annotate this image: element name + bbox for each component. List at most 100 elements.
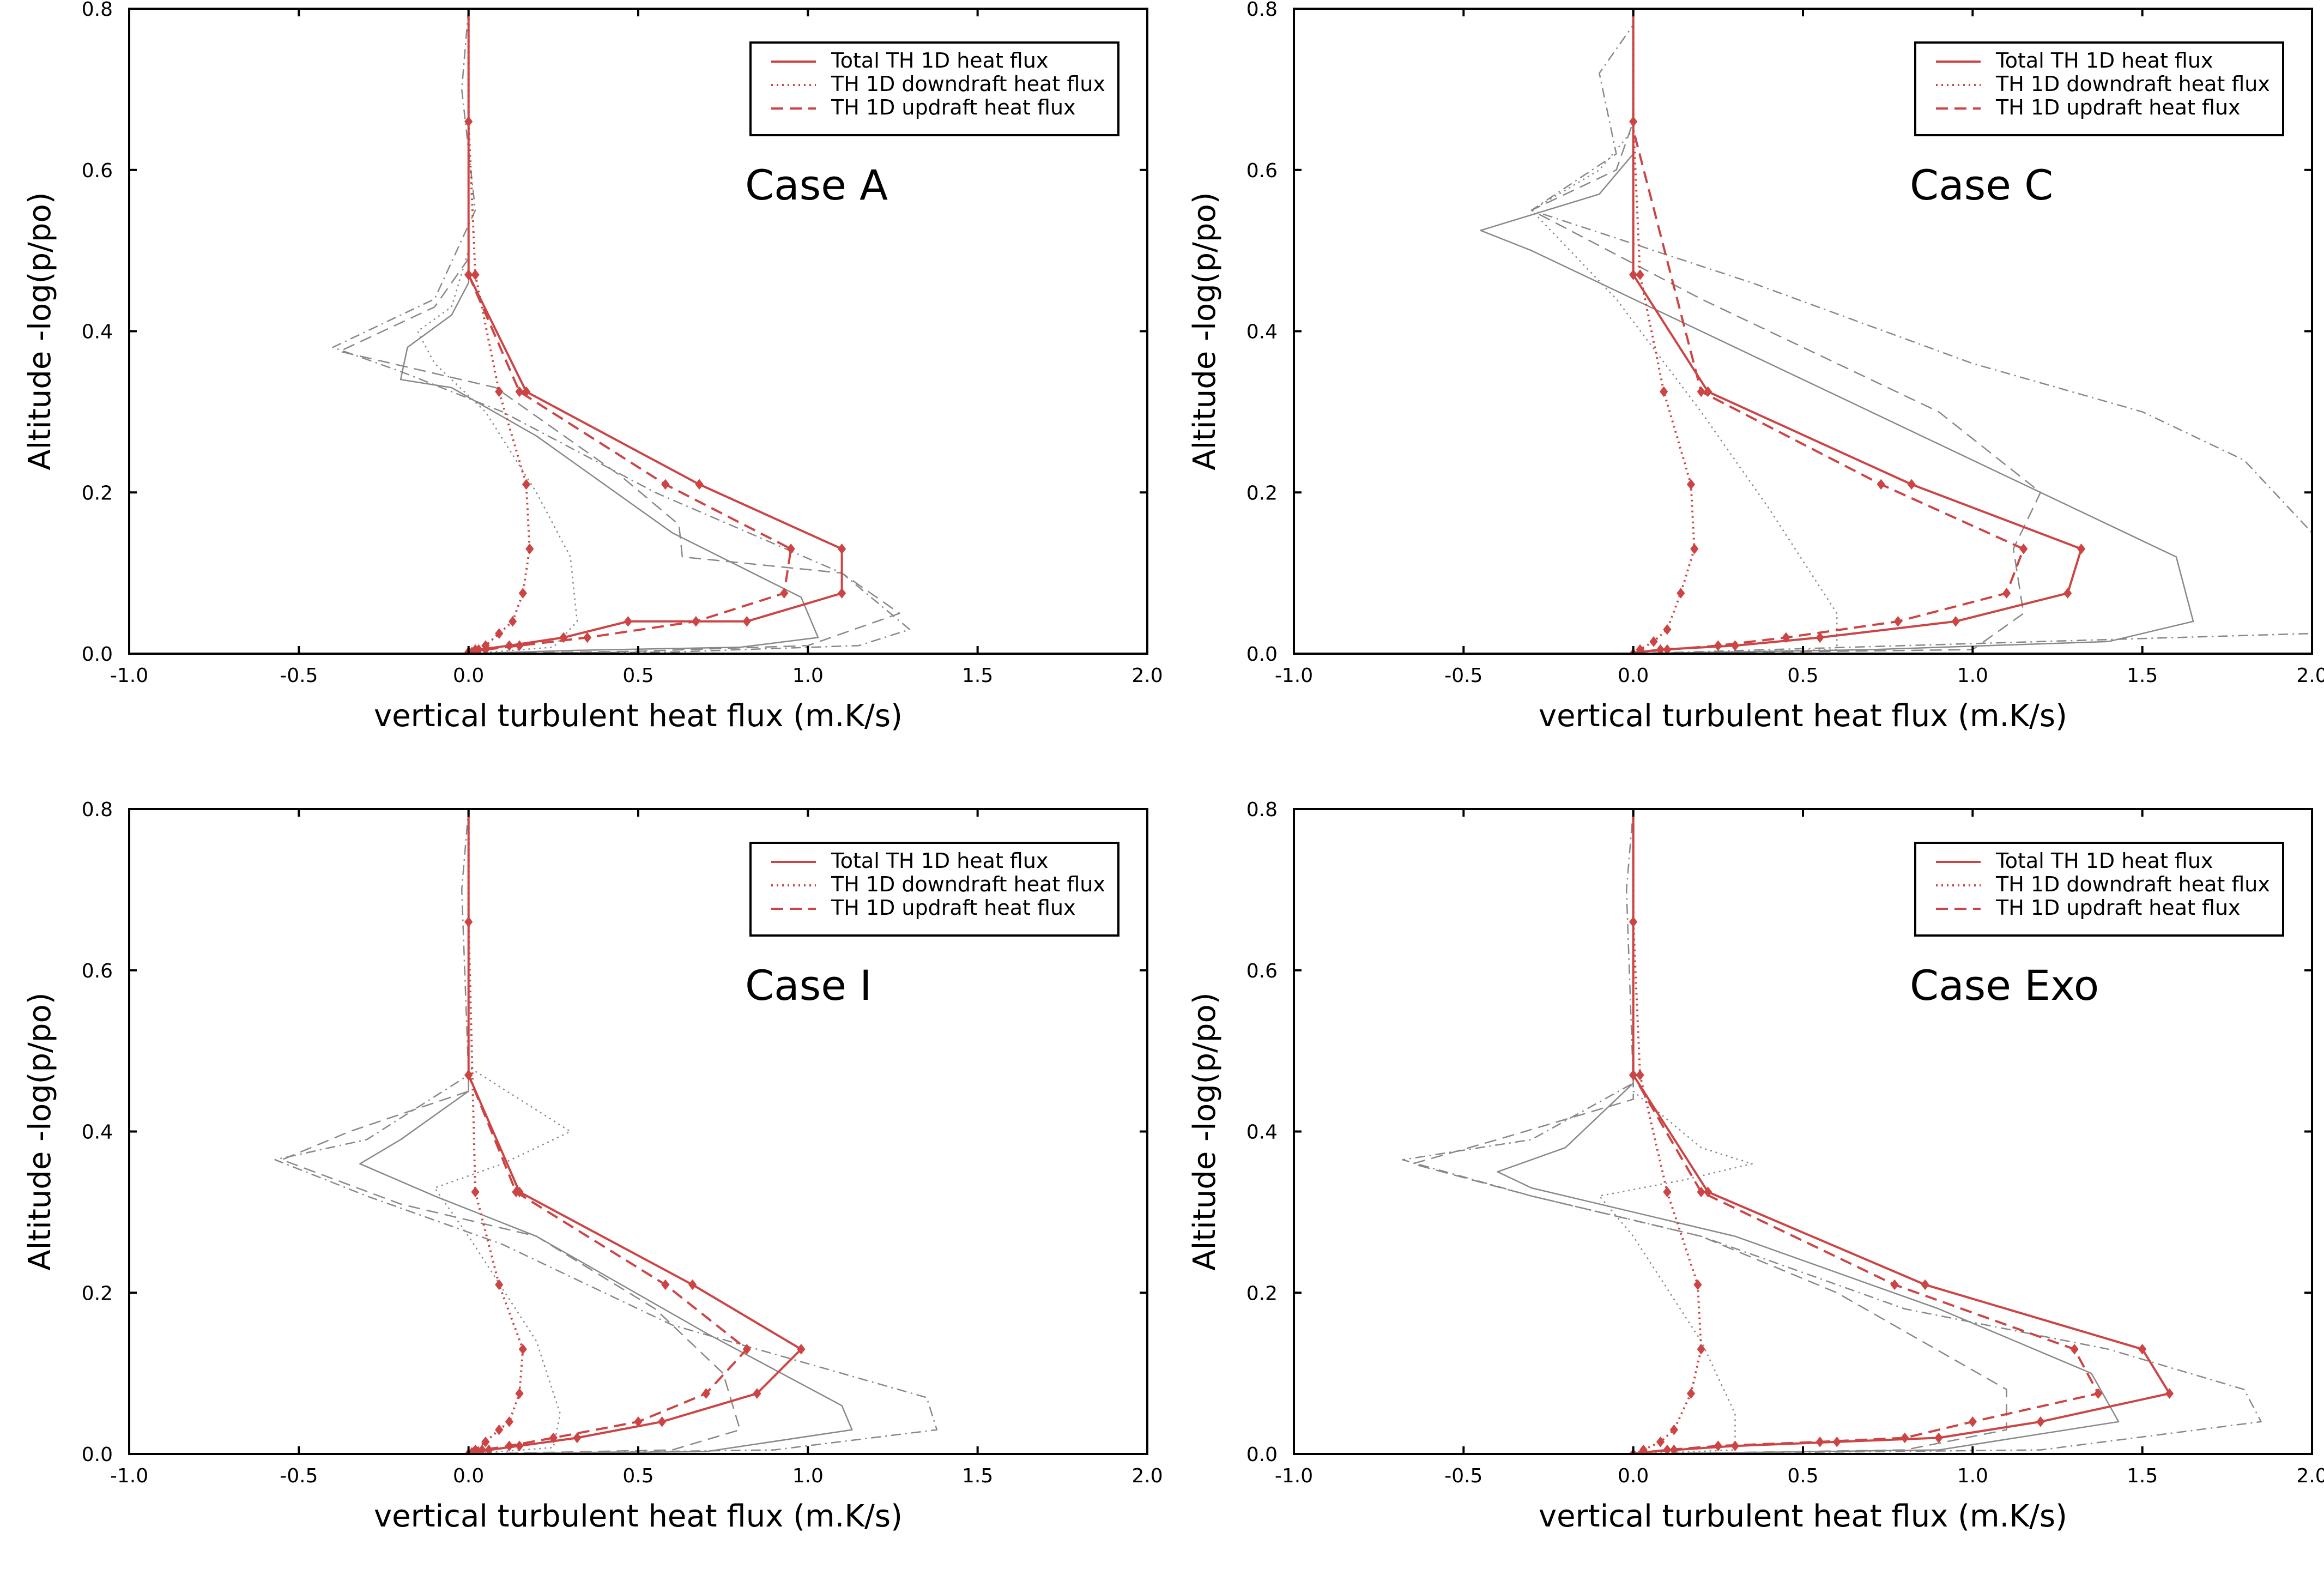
data-point-marker [508,616,517,627]
series-line-3d-updraft-grey [1412,809,2007,1454]
x-tick-label: 1.5 [962,1465,993,1487]
x-tick-label: 2.0 [1131,665,1163,687]
data-point-marker [701,1388,711,1399]
x-tick-label: -0.5 [280,1465,318,1487]
data-point-marker [1663,624,1672,635]
series-line-3d-downdraft-grey [434,809,571,1454]
data-point-marker [2002,588,2011,599]
data-point-marker [742,1343,751,1355]
data-point-marker [1704,386,1712,397]
y-tick-label: 0.0 [1246,1444,1278,1466]
data-point-marker [495,1279,504,1290]
data-point-marker [495,386,504,397]
data-point-marker [1815,632,1824,643]
x-tick-label: 2.0 [2296,665,2324,687]
data-point-marker [1686,479,1696,490]
data-point-marker [1815,1437,1824,1447]
x-tick-label: 2.0 [2296,1465,2324,1487]
x-tick-label: 1.0 [1957,1465,1988,1487]
data-point-marker [2094,1388,2103,1399]
data-point-marker [797,1343,806,1355]
legend-entry-label: TH 1D downdraft heat flux [831,72,1105,96]
legend-box [1914,842,2284,937]
y-tick-label: 0.4 [1246,321,1278,343]
series-line-3d-updraft-grey [1530,9,2042,654]
legend-entry-label: TH 1D updraft heat flux [1995,95,2241,119]
data-point-marker [518,588,527,599]
legend-entry-label: TH 1D downdraft heat flux [831,872,1105,896]
x-tick-label: 0.0 [1618,665,1649,687]
data-point-marker [1636,269,1644,280]
data-point-marker [515,1440,524,1452]
data-point-marker [1934,1432,1943,1444]
data-point-marker [515,1388,524,1399]
x-tick-label: 0.0 [1618,1465,1649,1487]
y-tick-label: 0.2 [82,482,113,504]
legend-entry-label: Total TH 1D heat flux [1995,849,2213,873]
legend-box [1914,41,2284,136]
data-point-marker [2036,1416,2045,1427]
data-point-marker [505,1416,514,1427]
data-point-marker [1921,1279,1929,1290]
plot-area [1402,809,2262,1454]
chart-panel-1: -1.0 -0.5 0.0 0.5 1.0 1.5 2.0 0.0 0.2 0.4 0.6 0.8 ve… [22,0,1163,734]
series-line-3d-downdraft-grey [1530,9,1838,654]
data-point-marker [2070,1343,2079,1355]
series-line-th-1d-downdraft-heat-flux [467,9,531,654]
x-tick-label: 1.0 [792,1465,824,1487]
data-point-marker [481,1437,490,1447]
data-point-marker [657,1416,667,1427]
x-tick-label: -1.0 [1275,1465,1313,1487]
y-tick-label: 0.4 [82,1121,113,1144]
y-tick-label: 0.2 [1246,1282,1278,1305]
plot-area [332,9,911,654]
data-point-marker [1686,1388,1696,1399]
series-line-th-1d-downdraft-heat-flux [1632,9,1696,654]
legend-entry-label: TH 1D downdraft heat flux [1995,72,2270,96]
data-point-marker [1639,1447,1648,1454]
data-point-marker [1893,616,1902,627]
x-tick-label: -0.5 [280,665,318,687]
data-point-marker [525,543,534,554]
data-point-marker [1677,588,1685,599]
data-point-marker [1656,1437,1665,1447]
y-tick-label: 0.0 [82,1444,113,1466]
data-point-marker [1907,479,1916,490]
data-point-marker [515,640,524,651]
y-tick-label: 0.8 [1246,0,1278,21]
data-point-marker [1636,1070,1644,1081]
data-point-marker [661,1279,670,1290]
data-point-marker [1877,479,1885,490]
data-point-marker [1901,1432,1909,1444]
data-point-marker [512,1186,521,1198]
y-tick-label: 0.8 [1246,799,1278,821]
legend-box [749,41,1119,136]
y-tick-label: 0.8 [82,799,113,821]
data-point-marker [688,1279,697,1290]
legend-entry-label: TH 1D updraft heat flux [831,95,1076,119]
chart-panel-3: -1.0 -0.5 0.0 0.5 1.0 1.5 2.0 0.0 0.2 0.4 0.6 0.8 ve… [22,799,1163,1534]
series-line-3d-total-dash-dot-grey [332,9,911,654]
series-line-3d-total-grey [400,9,819,654]
data-point-marker [2063,588,2072,599]
x-tick-label: 0.0 [453,1465,484,1487]
data-point-marker [692,616,700,627]
case-title: Case Exo [1910,961,2099,1010]
y-tick-label: 0.6 [1246,960,1278,982]
x-tick-label: -1.0 [1275,665,1313,687]
data-point-marker [1697,1186,1705,1198]
data-point-marker [661,479,670,490]
x-tick-label: 1.5 [2127,665,2158,687]
data-point-marker [1663,644,1672,654]
data-point-marker [742,616,751,627]
series-line-3d-total-dash-dot-grey [1530,9,2312,654]
legend-box [749,842,1119,937]
data-point-marker [837,543,846,554]
data-point-marker [464,916,473,927]
plot-area [1480,9,2312,654]
x-tick-label: -1.0 [110,1465,148,1487]
x-axis-label: vertical turbulent heat flux (m.K/s) [1539,1499,2067,1534]
data-point-marker [1629,1070,1638,1081]
data-point-marker [1649,636,1658,647]
